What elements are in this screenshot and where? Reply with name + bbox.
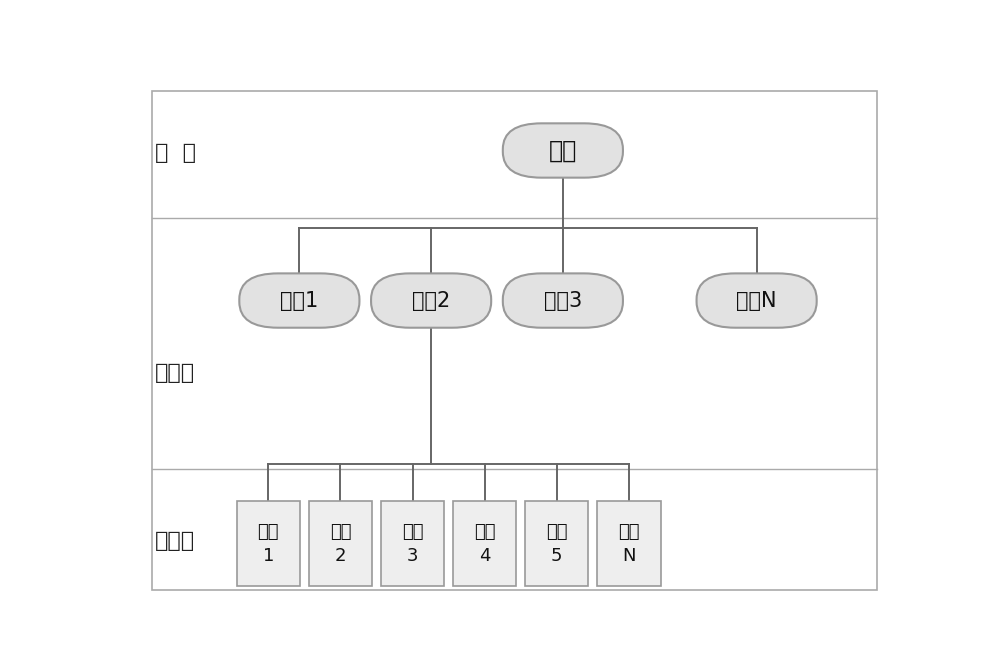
Text: 单元
5: 单元 5 [546,523,567,564]
Bar [381,501,444,587]
Bar [237,501,300,587]
FancyBboxPatch shape [503,124,623,177]
FancyBboxPatch shape [239,274,359,328]
Text: 中间级: 中间级 [155,363,195,383]
Bar [525,501,588,587]
Bar [453,501,516,587]
Text: 中级3: 中级3 [544,290,582,310]
Text: 中级2: 中级2 [412,290,450,310]
Text: 单元
N: 单元 N [618,523,640,564]
FancyBboxPatch shape [697,274,817,328]
Bar [309,501,372,587]
Text: 单元
3: 单元 3 [402,523,423,564]
Text: 单元
1: 单元 1 [258,523,279,564]
Text: 单元
4: 单元 4 [474,523,495,564]
Bar [597,501,661,587]
FancyBboxPatch shape [371,274,491,328]
FancyBboxPatch shape [503,274,623,328]
Text: 中级N: 中级N [736,290,777,310]
Text: 顶  级: 顶 级 [155,143,196,163]
Text: 单元
2: 单元 2 [330,523,351,564]
Text: 顶级: 顶级 [549,138,577,163]
Text: 中级1: 中级1 [280,290,318,310]
Text: 基础级: 基础级 [155,531,195,551]
